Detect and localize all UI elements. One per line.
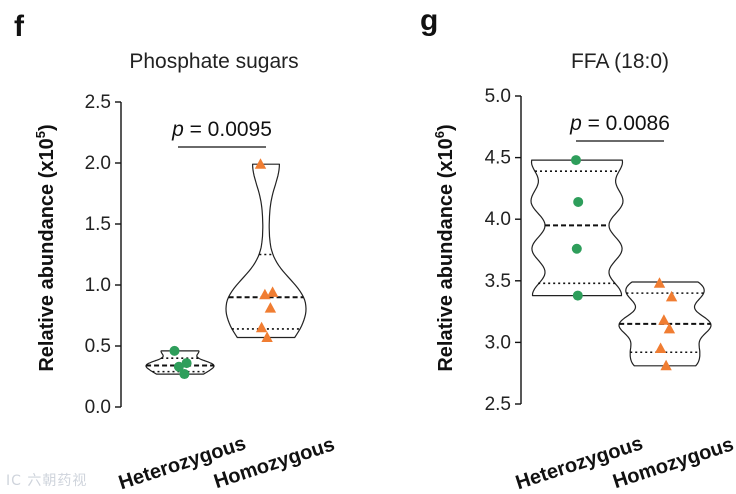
data-point-heterozygous	[571, 155, 581, 166]
data-point-homozygous	[259, 288, 271, 300]
data-point-heterozygous	[169, 345, 180, 356]
data-point-homozygous	[266, 286, 279, 297]
panel-g-y-axis: 2.5 3.0 3.5 4.0 4.5 5.0	[485, 86, 522, 415]
y-tick-label: 2.5	[485, 394, 511, 415]
violin-outline-heterozygous	[145, 350, 215, 375]
panel-f-y-axis-label: Relative abundance (x105)	[33, 124, 58, 371]
panel-f-violin-chart: f Phosphate sugars Relative abundance (x…	[14, 10, 337, 494]
data-point-homozygous	[658, 314, 670, 325]
violin-outline-homozygous	[618, 281, 712, 367]
y-tick-label: 2.0	[85, 153, 111, 174]
panel-g-letter: g	[420, 4, 438, 37]
data-point-homozygous	[665, 290, 678, 302]
panel-g-y-axis-label: Relative abundance (x106)	[432, 124, 457, 371]
data-point-homozygous	[654, 342, 667, 354]
data-point-homozygous	[261, 331, 273, 342]
panel-f-data-points	[169, 158, 279, 380]
panel-f-y-axis: 0.0 0.5 1.0 1.5 2.0 2.5	[85, 92, 122, 418]
data-point-homozygous	[653, 277, 666, 288]
data-point-heterozygous	[173, 361, 184, 372]
data-point-heterozygous	[571, 243, 582, 254]
data-point-homozygous	[264, 302, 277, 313]
data-point-homozygous	[660, 359, 672, 371]
panel-g-data-points	[571, 155, 678, 371]
panel-g-p-value: p = 0.0086	[569, 112, 670, 135]
data-point-heterozygous	[572, 290, 583, 301]
y-tick-label: 4.5	[485, 148, 511, 169]
panel-f-letter: f	[14, 10, 25, 43]
y-tick-label: 1.0	[85, 275, 111, 296]
panel-g-violin-chart: g FFA (18:0) Relative abundance (x106) 2…	[420, 4, 736, 494]
y-tick-label: 4.0	[485, 209, 511, 230]
panel-g-violins	[530, 159, 712, 367]
panel-f-p-value: p = 0.0095	[171, 118, 272, 141]
data-point-heterozygous	[179, 369, 190, 380]
y-tick-label: 5.0	[485, 86, 511, 107]
y-tick-label: 3.5	[485, 271, 511, 292]
panel-f-violins	[145, 163, 307, 375]
violin-outline-homozygous	[225, 163, 307, 339]
violin-outline-heterozygous	[530, 159, 624, 297]
y-tick-label: 1.5	[85, 214, 111, 235]
y-tick-label: 3.0	[485, 332, 511, 353]
y-tick-label: 2.5	[85, 92, 111, 113]
data-point-homozygous	[663, 322, 676, 334]
data-point-homozygous	[254, 158, 267, 169]
watermark: IC 六朝药视	[6, 473, 88, 489]
panel-f-title: Phosphate sugars	[129, 50, 298, 73]
y-tick-label: 0.5	[85, 336, 111, 357]
y-tick-label: 0.0	[85, 397, 111, 418]
data-point-homozygous	[255, 321, 268, 333]
panel-g-title: FFA (18:0)	[571, 50, 669, 73]
data-point-heterozygous	[181, 358, 192, 369]
data-point-heterozygous	[573, 196, 584, 207]
